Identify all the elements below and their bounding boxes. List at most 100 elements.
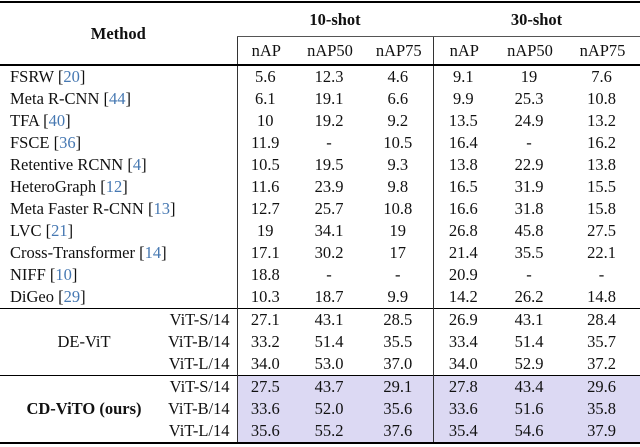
table-row: ViT-L/14 34.0 53.0 37.0 34.0 52.9 37.2 bbox=[0, 353, 640, 376]
metric-cell: 51.6 bbox=[495, 398, 566, 420]
metric-cell: 10.5 bbox=[383, 133, 413, 152]
baseline-section: FSRW [20] 5.6 12.3 4.6 9.1 19 7.6 Meta R… bbox=[0, 65, 640, 309]
citation-ref[interactable]: 40 bbox=[48, 111, 66, 130]
citation-ref[interactable]: 36 bbox=[59, 133, 76, 152]
metric-cell: 5.6 bbox=[236, 65, 295, 88]
metric-cell: 14.8 bbox=[587, 287, 616, 306]
metric-cell: 31.9 bbox=[514, 177, 544, 196]
method-cell: Cross-Transformer [14] bbox=[0, 242, 237, 264]
citation-open: [ bbox=[45, 221, 52, 240]
method-cell: TFA [40] bbox=[0, 110, 237, 132]
citation-ref[interactable]: 20 bbox=[63, 67, 80, 86]
metric-cell: 6.6 bbox=[387, 89, 409, 108]
metric-cell: 35.6 bbox=[236, 420, 295, 443]
backbone-label: ViT-B/14 bbox=[168, 332, 230, 351]
metric-cell: 9.9 bbox=[432, 88, 496, 110]
method-name: HeteroGraph bbox=[10, 177, 101, 196]
metric-cell: 26.8 bbox=[432, 220, 496, 242]
method-cell: LVC [21] bbox=[0, 220, 237, 242]
metric-cell: 21.4 bbox=[432, 242, 496, 264]
citation-close: ] bbox=[67, 221, 74, 240]
metric-cell: 13.5 bbox=[432, 110, 496, 132]
citation-open: [ bbox=[43, 111, 49, 130]
metric-cell: 37.2 bbox=[587, 354, 616, 373]
method-name: Cross-Transformer bbox=[10, 243, 140, 262]
citation-open: [ bbox=[49, 265, 56, 284]
metric-cell: 35.7 bbox=[587, 332, 616, 351]
metric-cell: 37.0 bbox=[383, 354, 413, 373]
metric-cell: 9.1 bbox=[432, 65, 496, 88]
metric-cell: 10 bbox=[236, 110, 295, 132]
metric-cell: 27.5 bbox=[236, 375, 295, 398]
metric-cell: 11.9 bbox=[236, 132, 295, 154]
shot10-nap75-header: nAP75 bbox=[375, 41, 422, 60]
method-cell: FSRW [20] bbox=[0, 65, 237, 88]
citation-close: ] bbox=[79, 67, 86, 86]
metric-cell: - bbox=[395, 265, 401, 284]
method-cell: HeteroGraph [12] bbox=[0, 176, 237, 198]
metric-cell: 19 bbox=[389, 221, 407, 240]
citation-ref[interactable]: 14 bbox=[144, 243, 162, 262]
metric-cell: 25.3 bbox=[514, 89, 544, 108]
metric-cell: 37.6 bbox=[365, 420, 434, 443]
citation-open: [ bbox=[127, 155, 133, 174]
metric-cell: 15.8 bbox=[587, 199, 616, 218]
citation-ref[interactable]: 29 bbox=[63, 287, 81, 306]
citation-close: ] bbox=[122, 177, 128, 196]
metric-cell: 13.8 bbox=[587, 155, 616, 174]
metric-cell: 6.1 bbox=[236, 88, 295, 110]
metric-cell: 51.4 bbox=[314, 332, 344, 351]
metric-cell: 27.1 bbox=[236, 308, 295, 331]
header-group-row: Method 10-shot 30-shot bbox=[0, 2, 640, 43]
table-row: ViT-B/14 33.2 51.4 35.5 33.4 51.4 35.7 bbox=[0, 331, 640, 353]
metric-cell: 37.9 bbox=[565, 420, 640, 443]
citation-close: ] bbox=[169, 199, 176, 218]
metric-cell: 19 bbox=[236, 220, 295, 242]
metric-cell: 33.6 bbox=[432, 398, 496, 420]
metric-cell: 28.5 bbox=[365, 308, 434, 331]
citation-open: [ bbox=[139, 243, 145, 262]
metric-cell: 35.6 bbox=[365, 398, 434, 420]
metric-cell: 35.5 bbox=[514, 243, 544, 262]
metric-cell: 45.8 bbox=[514, 221, 544, 240]
citation-open: [ bbox=[58, 287, 64, 306]
shot30-nap50-header: nAP50 bbox=[507, 41, 553, 60]
metric-cell: 12.7 bbox=[236, 198, 295, 220]
metric-cell: - bbox=[326, 265, 332, 284]
metric-cell: 4.6 bbox=[387, 67, 409, 86]
metric-cell: - bbox=[526, 265, 532, 284]
shot30-nap-header: nAP bbox=[432, 36, 496, 65]
method-name: FSRW bbox=[10, 67, 58, 86]
citation-open: [ bbox=[57, 67, 64, 86]
metric-cell: 12.3 bbox=[314, 67, 344, 86]
citation-ref[interactable]: 4 bbox=[132, 155, 142, 174]
table-row: TFA [40] 10 19.2 9.2 13.5 24.9 13.2 bbox=[0, 110, 640, 132]
citation-ref[interactable]: 13 bbox=[153, 199, 170, 218]
citation-close: ] bbox=[75, 133, 82, 152]
metric-cell: 34.1 bbox=[314, 221, 344, 240]
citation-ref[interactable]: 12 bbox=[105, 177, 123, 196]
metric-cell: 10.3 bbox=[236, 286, 295, 309]
citation-open: [ bbox=[100, 177, 106, 196]
citation-ref[interactable]: 21 bbox=[51, 221, 68, 240]
citation-ref[interactable]: 44 bbox=[109, 89, 126, 108]
metric-cell: 19 bbox=[520, 67, 538, 86]
metric-cell: 35.4 bbox=[432, 420, 496, 443]
method-name: TFA bbox=[10, 111, 44, 130]
table-row: FSRW [20] 5.6 12.3 4.6 9.1 19 7.6 bbox=[0, 65, 640, 88]
metric-cell: 55.2 bbox=[295, 420, 365, 443]
table-row: CD-ViTO (ours) ViT-S/14 27.5 43.7 29.1 2… bbox=[0, 375, 640, 443]
method-name: Meta R-CNN bbox=[10, 89, 104, 108]
metric-cell: 34.0 bbox=[236, 353, 295, 376]
method-name: Retentive RCNN bbox=[10, 155, 128, 174]
metric-cell: 29.1 bbox=[365, 375, 434, 398]
metric-cell: 19.5 bbox=[314, 155, 344, 174]
metric-cell: 9.3 bbox=[387, 155, 409, 174]
method-cell: Meta Faster R-CNN [13] bbox=[0, 198, 237, 220]
citation-ref[interactable]: 10 bbox=[55, 265, 72, 284]
citation-close: ] bbox=[71, 265, 78, 284]
citation-close: ] bbox=[161, 243, 167, 262]
metric-cell: 33.2 bbox=[236, 331, 295, 353]
method-name: DiGeo bbox=[10, 287, 59, 306]
